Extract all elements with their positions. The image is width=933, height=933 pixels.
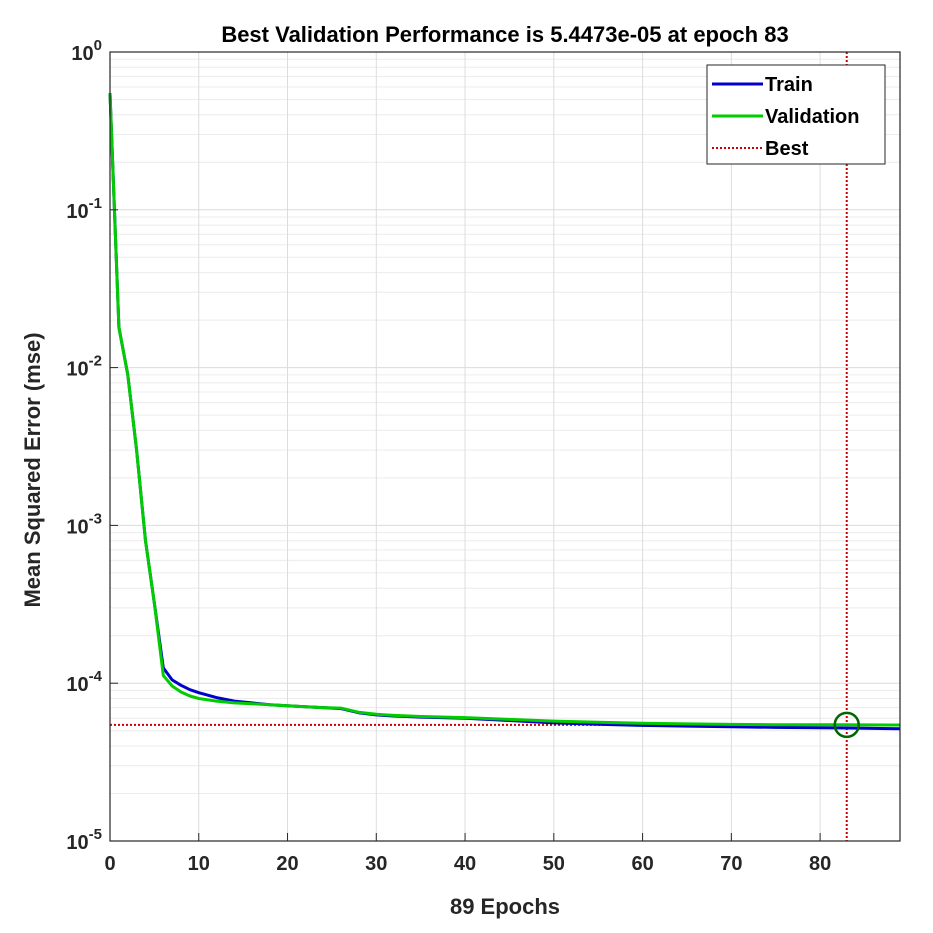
x-tick-label: 30 (365, 853, 387, 875)
x-tick-label: 20 (276, 853, 298, 875)
best-lines (110, 52, 900, 841)
legend: Train Validation Best (706, 64, 886, 165)
x-tick-label: 70 (720, 853, 742, 875)
series-layer (108, 92, 901, 731)
y-tick-label: 10-2 (66, 353, 102, 381)
best-point-circle (833, 711, 860, 739)
y-axis-label: Mean Squared Error (mse) (20, 332, 45, 607)
legend-label-validation: Validation (765, 106, 859, 128)
x-tick-label: 60 (631, 853, 653, 875)
series-validation-line (108, 92, 901, 727)
chart-title: Best Validation Performance is 5.4473e-0… (221, 22, 788, 47)
y-tick-label: 10-4 (66, 668, 102, 696)
y-tick-label: 10-1 (66, 195, 102, 223)
plot-frame (109, 51, 901, 842)
x-tick-label: 10 (188, 853, 210, 875)
y-tick-label: 100 (71, 37, 102, 65)
x-axis-ticks: 0 10 20 30 40 50 60 70 80 (104, 833, 831, 875)
x-tick-label: 80 (809, 853, 831, 875)
x-tick-label: 50 (543, 853, 565, 875)
y-axis-ticks: 10-5 10-4 10-3 10-2 10-1 100 (66, 37, 118, 854)
series-train-line (108, 92, 901, 731)
major-grid (109, 51, 900, 842)
legend-label-best: Best (765, 138, 809, 160)
y-tick-label: 10-5 (66, 826, 102, 854)
x-tick-label: 40 (454, 853, 476, 875)
x-axis-label: 89 Epochs (450, 894, 560, 919)
y-tick-label: 10-3 (66, 510, 102, 538)
legend-label-train: Train (765, 74, 813, 96)
x-tick-label: 0 (104, 853, 115, 875)
best-marker (833, 711, 860, 739)
